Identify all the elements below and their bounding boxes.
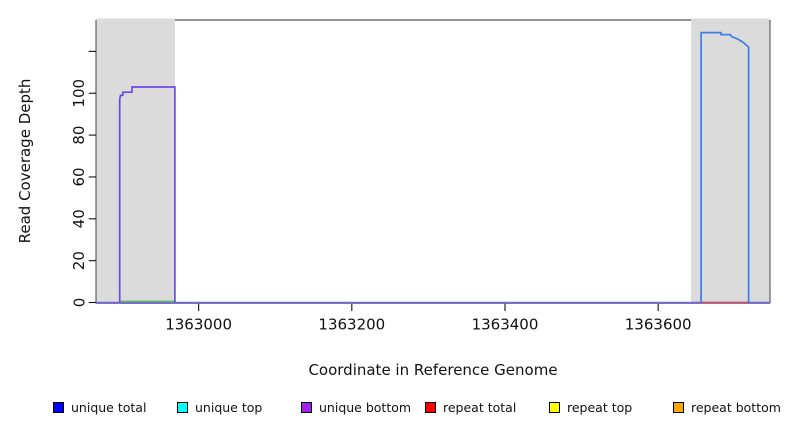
y-tick-label-0: 0: [70, 298, 88, 308]
legend-item-repeat-bottom: repeat bottom: [673, 398, 781, 416]
y-tick-label-40: 40: [70, 209, 88, 228]
series-unique-coverage-right-block: [700, 31, 750, 303]
x-axis-title: Coordinate in Reference Genome: [308, 361, 557, 379]
legend-item-repeat-top: repeat top: [549, 398, 632, 416]
y-tick-label-80: 80: [70, 126, 88, 145]
y-axis-title: Read Coverage Depth: [16, 79, 34, 244]
legend-swatch-unique-total: [53, 401, 64, 413]
chart-layers: 1363000 1363200 1363400 1363600 0 20 40 60 80 100: [70, 18, 771, 334]
legend-swatch-repeat-top: [549, 401, 560, 413]
legend-item-unique-total: unique total: [53, 398, 146, 416]
legend-item-repeat-total: repeat total: [425, 398, 516, 416]
x-tick-label-1363400: 1363400: [472, 316, 539, 334]
y-tick-label-60: 60: [70, 167, 88, 186]
shaded-region-1: [691, 18, 770, 304]
legend-label: unique bottom: [319, 399, 412, 415]
series-unique-coverage-left-block: [118, 86, 176, 303]
legend-swatch-repeat-bottom: [673, 401, 684, 413]
x-tick-label-1363200: 1363200: [318, 316, 385, 334]
legend-label: repeat top: [567, 399, 633, 415]
legend-label: unique top: [195, 399, 263, 415]
legend-label: unique total: [71, 399, 147, 415]
legend-swatch-unique-top: [177, 401, 188, 413]
shaded-region-0: [96, 18, 175, 304]
legend: unique total unique top unique bottom repea…: [0, 398, 792, 418]
legend-swatch-unique-bottom: [301, 401, 312, 413]
legend-label: repeat total: [443, 399, 517, 415]
legend-item-unique-top: unique top: [177, 398, 262, 416]
legend-item-unique-bottom: unique bottom: [301, 398, 411, 416]
legend-swatch-repeat-total: [425, 401, 436, 413]
coverage-plot: 1363000 1363200 1363400 1363600 0 20 40 60 80 100…: [16, 18, 771, 379]
x-tick-label-1363600: 1363600: [625, 316, 692, 334]
legend-label: repeat bottom: [691, 399, 781, 415]
y-tick-label-100: 100: [70, 79, 88, 108]
y-tick-label-20: 20: [70, 251, 88, 270]
x-tick-label-1363000: 1363000: [165, 316, 232, 334]
